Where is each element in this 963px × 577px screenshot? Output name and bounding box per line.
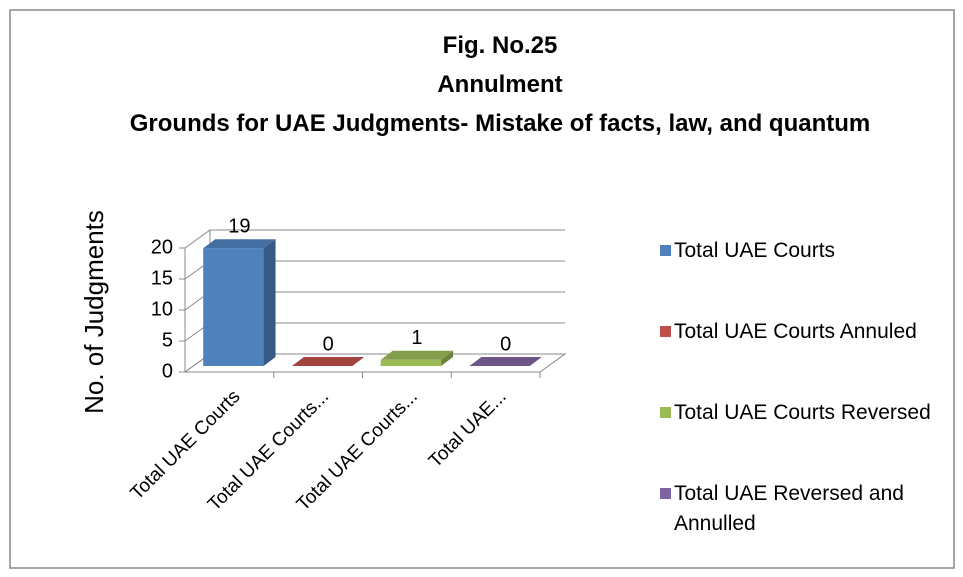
- data-label: 1: [411, 327, 422, 349]
- legend-item: Total UAE Courts: [660, 236, 945, 266]
- legend-swatch: [660, 488, 671, 499]
- data-label: 19: [228, 215, 250, 237]
- legend-swatch: [660, 407, 671, 418]
- grid-line: [184, 229, 565, 249]
- legend-item: Total UAE Courts Reversed: [660, 398, 945, 428]
- legend-label: Total UAE Courts Annuled: [674, 320, 917, 343]
- frame: [9, 9, 955, 569]
- y-tick-label: 15: [151, 267, 173, 289]
- y-tick-label: 0: [162, 360, 173, 382]
- data-label: 0: [500, 333, 511, 355]
- bar-top: [203, 239, 276, 249]
- y-axis-label: No. of Judgments: [79, 210, 109, 414]
- y-tick-label: 10: [151, 298, 173, 320]
- x-tick-label: Total UAE...: [425, 386, 511, 472]
- legend-item: Total UAE Reversed and Annulled: [660, 479, 945, 539]
- legend-label: Total UAE Courts: [674, 239, 836, 262]
- legend-item: Total UAE Courts Annuled: [660, 317, 945, 347]
- bar-top: [469, 357, 542, 366]
- chart-title-line: Fig. No.25: [442, 32, 558, 59]
- bar: [203, 248, 264, 366]
- bar-side: [263, 239, 276, 366]
- chart-title: Fig. No.25 Annulment Grounds for UAE Judgm…: [110, 26, 890, 143]
- bar-side: [441, 350, 454, 366]
- y-tick-label: 20: [151, 236, 173, 258]
- data-label: 0: [323, 333, 334, 355]
- legend-label: Total UAE Reversed and Annulled: [674, 482, 904, 535]
- legend-swatch: [660, 326, 671, 337]
- bar-top: [380, 350, 454, 360]
- bar-top: [291, 357, 365, 366]
- bar: [380, 359, 442, 366]
- chart-title-line: Grounds for UAE Judgments- Mistake of fa…: [129, 110, 871, 137]
- legend-label: Total UAE Courts Reversed: [674, 401, 931, 424]
- chart-title-line: Annulment: [437, 71, 563, 98]
- legend-swatch: [660, 245, 671, 256]
- y-tick-label: 5: [162, 329, 173, 351]
